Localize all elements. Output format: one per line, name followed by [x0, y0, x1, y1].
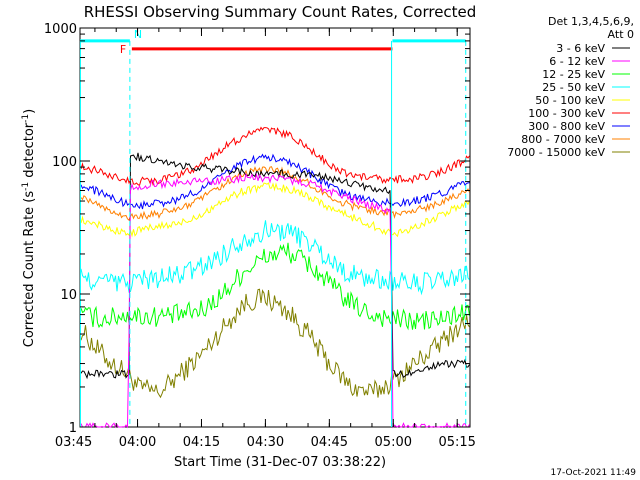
- legend-item-label: 6 - 12 keV: [549, 55, 605, 68]
- legend-item-label: 25 - 50 keV: [542, 81, 605, 94]
- series-line: [80, 166, 470, 221]
- x-tick-label: 04:15: [183, 435, 220, 450]
- x-tick-label: 04:45: [311, 435, 348, 450]
- series-line: [80, 288, 470, 399]
- x-tick-label: 04:00: [119, 435, 156, 450]
- axis-ticks: 1 10 100 1000 03:45 04:00 04:15 04:30 04:45 05:00…: [44, 22, 476, 450]
- plot-content: NF: [79, 28, 470, 429]
- chart-title: RHESSI Observing Summary Count Rates, Co…: [84, 3, 477, 21]
- legend-item-label: 3 - 6 keV: [556, 42, 605, 55]
- y-tick-label: 1000: [44, 22, 77, 37]
- legend-item-label: 300 - 800 keV: [528, 120, 605, 133]
- x-tick-label: 04:30: [247, 435, 284, 450]
- x-axis-label: Start Time (31-Dec-07 03:38:22): [174, 455, 386, 470]
- y-tick-label: 1: [69, 421, 77, 436]
- y-axis-label: Corrected Count Rate (s-1 detector-1): [21, 109, 37, 347]
- series-line: [80, 182, 470, 238]
- flare-marker: F: [120, 43, 126, 56]
- legend-item-label: 7000 - 15000 keV: [507, 146, 605, 159]
- y-tick-label: 100: [52, 155, 77, 170]
- legend-item-label: 800 - 7000 keV: [521, 133, 605, 146]
- legend-header-line-2: Att 0: [608, 28, 634, 41]
- series-line: [80, 172, 470, 429]
- legend-item-label: 100 - 300 keV: [528, 107, 605, 120]
- x-tick-label: 03:45: [55, 435, 92, 450]
- x-tick-label: 05:00: [375, 435, 412, 450]
- legend-item-label: 12 - 25 keV: [542, 68, 605, 81]
- series-line: [80, 153, 470, 210]
- series-line: [80, 220, 470, 296]
- timestamp: 17-Oct-2021 11:49: [551, 468, 637, 478]
- legend-item-label: 50 - 100 keV: [535, 94, 605, 107]
- series-line: [80, 152, 470, 380]
- series-line: [80, 126, 470, 187]
- legend-header-line-1: Det 1,3,4,5,6,9,: [548, 15, 634, 28]
- series-line: [80, 242, 470, 331]
- y-tick-label: 10: [60, 288, 77, 303]
- x-tick-label: 05:15: [438, 435, 475, 450]
